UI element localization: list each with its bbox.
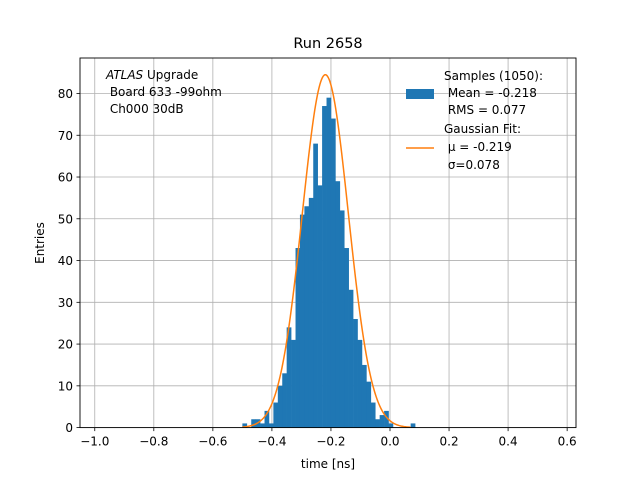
histogram-bar xyxy=(384,410,389,428)
y-tick-label: 0 xyxy=(65,421,73,435)
histogram-bar xyxy=(379,415,385,428)
y-tick-label: 10 xyxy=(58,379,73,393)
histogram-bar xyxy=(326,97,332,428)
histogram-bar xyxy=(353,319,358,428)
x-axis-label: time [ns] xyxy=(301,457,355,471)
annotation-atlas-italic: ATLAS xyxy=(105,68,144,82)
histogram-bar xyxy=(361,364,367,428)
x-tick-label: −1.0 xyxy=(80,435,109,449)
legend-fit-line-2: μ = -0.219 xyxy=(444,140,512,154)
histogram-bar xyxy=(299,214,305,428)
legend-histogram-swatch xyxy=(406,89,434,99)
histogram-bar xyxy=(282,373,287,428)
histogram-bar xyxy=(357,339,363,428)
x-tick-label: −0.4 xyxy=(257,435,286,449)
histogram-bar xyxy=(317,185,323,428)
histogram-bar xyxy=(370,402,376,428)
histogram-bar xyxy=(242,423,248,428)
y-axis-label: Entries xyxy=(33,222,47,264)
histogram-bar xyxy=(313,143,318,428)
histogram-bar xyxy=(375,419,380,428)
histogram-bar xyxy=(286,327,292,428)
histogram-bar xyxy=(388,423,394,428)
x-tick-label: 0.4 xyxy=(499,435,518,449)
chart-title: Run 2658 xyxy=(293,36,362,52)
legend: Samples (1050): Mean = -0.218 RMS = 0.07… xyxy=(406,69,543,172)
histogram-bar xyxy=(410,423,416,428)
y-tick-label: 20 xyxy=(58,338,73,352)
plot-frame xyxy=(79,57,577,429)
histogram-bar xyxy=(344,248,349,428)
x-tick-label: −0.2 xyxy=(316,435,345,449)
histogram-bar xyxy=(308,197,314,428)
legend-histogram-line-2: Mean = -0.218 xyxy=(444,86,537,100)
histogram-bar xyxy=(330,118,336,428)
y-tick-label: 50 xyxy=(58,212,73,226)
histogram-bar xyxy=(348,289,354,428)
histogram-bar xyxy=(339,210,345,428)
y-tick-label: 40 xyxy=(58,254,73,268)
y-tick-label: 60 xyxy=(58,171,73,185)
annotation-atlas-rest: Upgrade xyxy=(143,68,198,82)
annotation-board: Board 633 -99ohm xyxy=(106,85,222,99)
histogram-bars xyxy=(242,97,416,428)
histogram-bar xyxy=(260,423,265,428)
histogram-bar xyxy=(273,402,279,428)
histogram-bar xyxy=(366,381,372,428)
y-tick-label: 80 xyxy=(58,87,73,101)
legend-histogram-line-3: RMS = 0.077 xyxy=(444,103,526,117)
gaussian-fit-curve xyxy=(242,73,411,428)
histogram-bar xyxy=(322,106,327,428)
y-tick-label: 70 xyxy=(58,129,73,143)
histogram-bar xyxy=(277,385,283,428)
x-tick-label: −0.6 xyxy=(198,435,227,449)
legend-histogram-line-1: Samples (1050): xyxy=(444,69,543,83)
x-tick-label: 0.0 xyxy=(380,435,399,449)
x-tick-label: 0.6 xyxy=(558,435,577,449)
histogram-bar xyxy=(251,419,256,428)
x-tick-label: −0.8 xyxy=(139,435,168,449)
histogram-bar xyxy=(268,423,274,428)
annotation-channel: Ch000 30dB xyxy=(106,102,184,116)
histogram-bar xyxy=(291,339,296,428)
histogram-bar xyxy=(264,410,270,428)
histogram-bar xyxy=(335,181,341,428)
histogram-bar xyxy=(295,248,301,428)
y-axis-ticks: 0 10 20 30 40 50 60 70 80 xyxy=(58,87,80,435)
legend-fit-line-3: σ=0.078 xyxy=(444,158,500,172)
x-axis-ticks: −1.0 −0.8 −0.6 −0.4 −0.2 0.0 0.2 0.4 0.6 xyxy=(80,427,577,449)
svg-text:ATLAS Upgrade: ATLAS Upgrade xyxy=(105,68,198,82)
histogram-bar xyxy=(304,206,310,428)
legend-fit-line-1: Gaussian Fit: xyxy=(444,122,521,136)
atlas-annotation: ATLAS Upgrade Board 633 -99ohm Ch000 30d… xyxy=(105,68,222,116)
y-tick-label: 30 xyxy=(58,296,73,310)
x-tick-label: 0.2 xyxy=(440,435,459,449)
